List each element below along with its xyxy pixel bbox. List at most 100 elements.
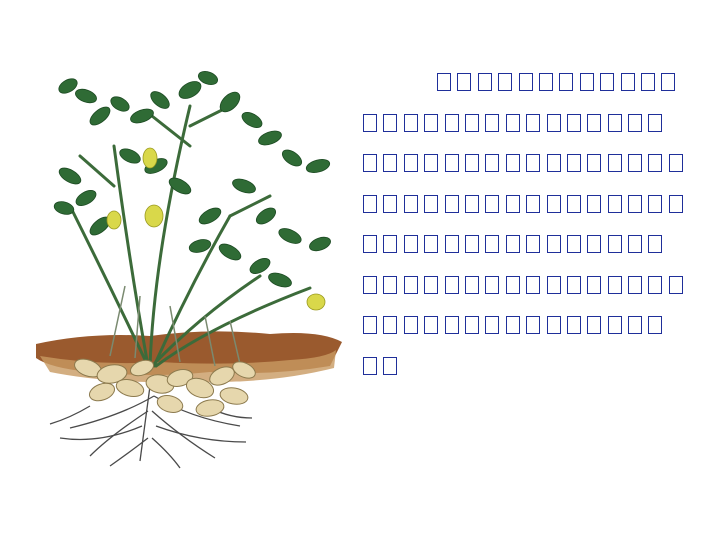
missing-glyph-box — [607, 316, 622, 334]
missing-glyph-box — [546, 113, 561, 132]
missing-glyph-box — [526, 154, 541, 172]
missing-glyph-box — [600, 73, 615, 91]
missing-glyph-box — [579, 73, 594, 91]
missing-glyph-box — [505, 316, 520, 334]
missing-glyph-box — [485, 194, 500, 213]
missing-glyph-box — [403, 154, 418, 172]
missing-glyph-box — [620, 73, 635, 91]
missing-glyph-box — [363, 316, 377, 334]
missing-glyph-box — [566, 316, 581, 334]
paragraph-line — [363, 62, 683, 103]
missing-glyph-box — [546, 316, 561, 334]
missing-glyph-box — [546, 235, 561, 253]
missing-glyph-box — [363, 154, 377, 172]
paragraph-line — [363, 224, 683, 265]
missing-glyph-box — [444, 235, 459, 253]
missing-glyph-box — [403, 316, 418, 334]
missing-glyph-box — [403, 194, 418, 213]
missing-glyph-box — [538, 73, 553, 91]
paragraph-line-text — [363, 231, 669, 256]
missing-glyph-box — [526, 235, 541, 253]
missing-glyph-box — [668, 154, 683, 172]
missing-glyph-box — [546, 154, 561, 172]
missing-glyph-box — [587, 194, 602, 213]
missing-glyph-box — [457, 73, 472, 91]
missing-glyph-box — [587, 235, 602, 253]
missing-glyph-box — [607, 113, 622, 132]
missing-glyph-box — [526, 194, 541, 213]
missing-glyph-box — [546, 275, 561, 294]
paragraph-line-text — [363, 150, 683, 175]
missing-glyph-box — [607, 235, 622, 253]
missing-glyph-box — [424, 235, 439, 253]
missing-glyph-box — [485, 154, 500, 172]
missing-glyph-box — [464, 154, 479, 172]
missing-glyph-box — [403, 275, 418, 294]
missing-glyph-box — [587, 275, 602, 294]
description-paragraph — [363, 62, 683, 386]
missing-glyph-box — [628, 275, 643, 294]
missing-glyph-box — [587, 154, 602, 172]
paragraph-line-text — [363, 353, 404, 378]
missing-glyph-box — [640, 73, 655, 91]
missing-glyph-box — [363, 356, 377, 375]
missing-glyph-box — [628, 154, 643, 172]
missing-glyph-box — [424, 113, 439, 132]
paragraph-line — [363, 103, 683, 144]
missing-glyph-box — [403, 113, 418, 132]
missing-glyph-box — [444, 275, 459, 294]
missing-glyph-box — [668, 194, 683, 213]
missing-glyph-box — [383, 235, 398, 253]
missing-glyph-box — [424, 154, 439, 172]
missing-glyph-box — [444, 194, 459, 213]
missing-glyph-box — [526, 275, 541, 294]
missing-glyph-box — [546, 194, 561, 213]
missing-glyph-box — [566, 194, 581, 213]
missing-glyph-box — [566, 113, 581, 132]
peanut-plant-icon — [36, 71, 342, 469]
missing-glyph-box — [363, 235, 377, 253]
missing-glyph-box — [505, 154, 520, 172]
missing-glyph-box — [648, 275, 663, 294]
missing-glyph-box — [383, 275, 398, 294]
missing-glyph-box — [566, 235, 581, 253]
missing-glyph-box — [485, 235, 500, 253]
missing-glyph-box — [505, 235, 520, 253]
paragraph-line — [363, 265, 683, 306]
missing-glyph-box — [661, 73, 676, 91]
missing-glyph-box — [607, 154, 622, 172]
missing-glyph-box — [628, 235, 643, 253]
missing-glyph-box — [424, 316, 439, 334]
missing-glyph-box — [559, 73, 574, 91]
missing-glyph-box — [607, 194, 622, 213]
missing-glyph-box — [437, 73, 451, 91]
missing-glyph-box — [648, 113, 663, 132]
missing-glyph-box — [383, 154, 398, 172]
missing-glyph-box — [648, 194, 663, 213]
paragraph-line-text — [437, 69, 682, 94]
missing-glyph-box — [628, 113, 643, 132]
paragraph-line — [363, 346, 683, 387]
missing-glyph-box — [403, 235, 418, 253]
paragraph-line-text — [363, 110, 669, 135]
missing-glyph-box — [464, 316, 479, 334]
missing-glyph-box — [587, 316, 602, 334]
missing-glyph-box — [518, 73, 533, 91]
missing-glyph-box — [566, 275, 581, 294]
missing-glyph-box — [444, 154, 459, 172]
paragraph-line — [363, 143, 683, 184]
missing-glyph-box — [464, 275, 479, 294]
missing-glyph-box — [505, 275, 520, 294]
missing-glyph-box — [363, 113, 377, 132]
missing-glyph-box — [526, 316, 541, 334]
paragraph-line — [363, 305, 683, 346]
missing-glyph-box — [424, 194, 439, 213]
missing-glyph-box — [383, 113, 398, 132]
paragraph-line-text — [363, 191, 683, 216]
missing-glyph-box — [477, 73, 492, 91]
missing-glyph-box — [464, 113, 479, 132]
missing-glyph-box — [498, 73, 513, 91]
missing-glyph-box — [648, 154, 663, 172]
paragraph-line-text — [363, 272, 683, 297]
